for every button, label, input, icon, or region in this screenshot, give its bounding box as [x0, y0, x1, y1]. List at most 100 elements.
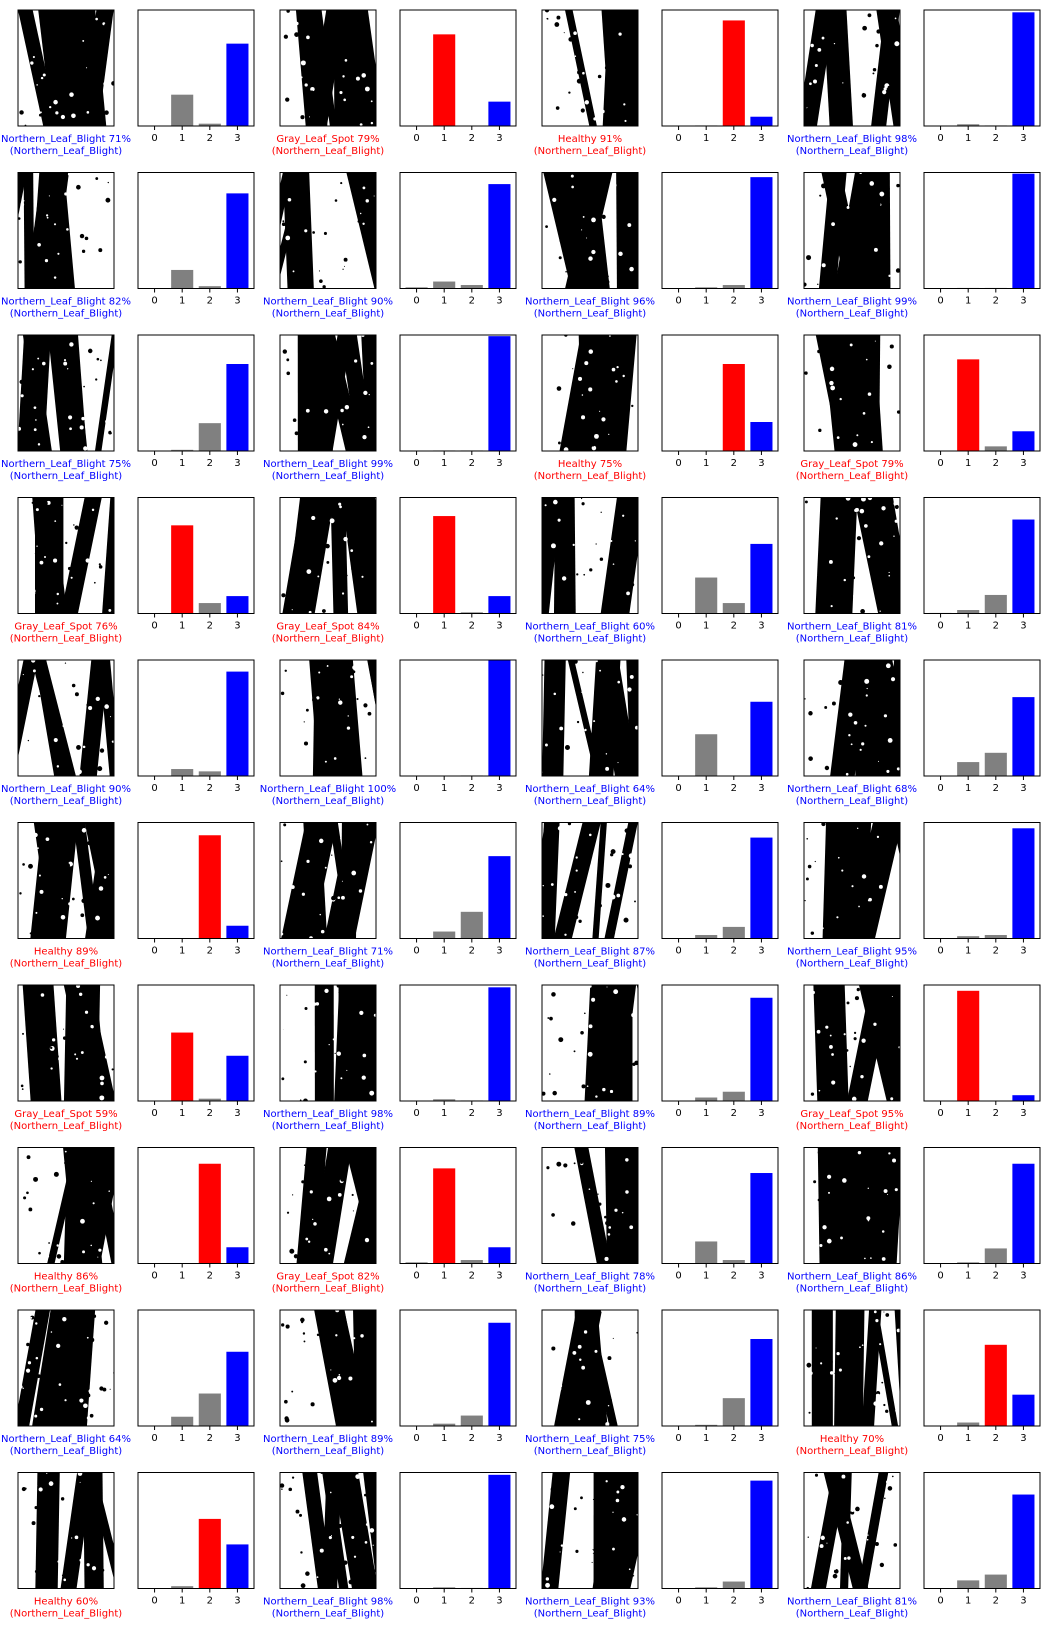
image-speck	[33, 406, 37, 410]
bar	[750, 1173, 773, 1264]
image-speck	[867, 1534, 869, 1536]
image-speck	[102, 1182, 105, 1185]
image-speck	[887, 1486, 893, 1491]
image-speck	[307, 1240, 311, 1243]
image-speck	[549, 1392, 554, 1397]
image-speck	[554, 1015, 558, 1018]
image-speck	[873, 1325, 876, 1328]
image-speck	[872, 825, 877, 831]
image-speck	[103, 447, 106, 451]
image-shape	[18, 1310, 51, 1426]
image-speck	[364, 1493, 367, 1497]
image-speck	[853, 594, 858, 599]
image-speck	[81, 1025, 85, 1029]
image-speck	[605, 1422, 610, 1426]
image-speck	[303, 721, 305, 723]
image-speck	[303, 741, 309, 746]
image-speck	[873, 1529, 876, 1532]
x-tick-label: 2	[731, 621, 737, 632]
x-tick-label: 2	[993, 946, 999, 957]
image-speck	[887, 737, 893, 743]
image-shape	[871, 1310, 899, 1426]
image-speck	[821, 263, 826, 268]
leaf-image	[542, 1472, 638, 1589]
image-speck	[304, 1007, 308, 1011]
image-speck	[350, 549, 354, 552]
image-speck	[610, 894, 616, 900]
image-speck	[815, 1347, 817, 1349]
image-speck	[849, 1065, 851, 1068]
image-speck	[560, 1544, 564, 1547]
image-speck	[845, 676, 847, 678]
image-speck	[594, 433, 599, 439]
image-speck	[571, 694, 577, 700]
image-speck	[622, 514, 625, 517]
image-speck	[574, 1360, 576, 1362]
image-speck	[30, 772, 33, 775]
image-speck	[363, 703, 368, 708]
image-speck	[35, 1322, 38, 1325]
image-shape	[46, 1310, 91, 1426]
true-label: (Northern_Leaf_Blight)	[272, 1609, 385, 1620]
image-speck	[865, 1078, 869, 1082]
leaf-image	[280, 335, 376, 451]
image-speck	[353, 1337, 356, 1340]
image-speck	[362, 222, 365, 225]
image-speck	[22, 199, 25, 202]
prediction-label: Gray_Leaf_Spot 79%	[276, 134, 379, 145]
image-frame	[541, 1147, 639, 1264]
image-speck	[807, 1184, 810, 1187]
image-speck	[341, 880, 343, 882]
image-speck	[846, 1001, 850, 1005]
image-speck	[351, 384, 357, 390]
image-speck	[95, 177, 99, 180]
image-speck	[287, 197, 292, 202]
image-speck	[48, 195, 50, 197]
image-speck	[559, 726, 564, 731]
image-speck	[888, 571, 890, 574]
x-tick-label: 2	[993, 1108, 999, 1119]
x-tick-label: 2	[207, 1108, 213, 1119]
image-speck	[373, 195, 375, 197]
image-speck	[306, 859, 310, 863]
image-speck	[812, 370, 817, 375]
image-shape	[811, 1310, 833, 1426]
prediction-label: Northern_Leaf_Blight 81%	[787, 1597, 917, 1608]
image-speck	[807, 864, 812, 869]
image-speck	[108, 609, 112, 612]
image-speck	[308, 1004, 313, 1008]
image-speck	[544, 10, 550, 13]
image-speck	[54, 751, 57, 754]
image-speck	[336, 21, 338, 23]
image-speck	[895, 1501, 898, 1504]
image-speck	[40, 76, 44, 80]
x-tick-label: 0	[151, 1433, 157, 1444]
image-speck	[341, 81, 346, 86]
image-speck	[303, 1164, 306, 1166]
image-speck	[590, 441, 596, 447]
image-speck	[46, 216, 49, 219]
image-speck	[577, 70, 582, 75]
image-speck	[51, 344, 54, 347]
image-speck	[549, 1567, 554, 1572]
bar	[957, 1580, 980, 1589]
x-tick-label: 1	[179, 946, 185, 957]
image-speck	[82, 117, 86, 121]
image-speck	[567, 822, 572, 826]
image-speck	[359, 212, 362, 215]
image-speck	[893, 535, 895, 537]
plot-frame	[137, 9, 255, 127]
leaf-image	[804, 335, 900, 451]
image-speck	[617, 680, 621, 684]
image-speck	[65, 541, 68, 545]
image-speck	[631, 535, 635, 538]
image-shape	[621, 1147, 638, 1264]
image-speck	[581, 1365, 586, 1370]
image-speck	[574, 1022, 579, 1027]
image-speck	[633, 1248, 638, 1253]
image-speck	[813, 352, 816, 354]
image-speck	[331, 1534, 333, 1537]
image-speck	[867, 555, 871, 559]
image-speck	[866, 21, 869, 23]
image-speck	[577, 263, 581, 267]
